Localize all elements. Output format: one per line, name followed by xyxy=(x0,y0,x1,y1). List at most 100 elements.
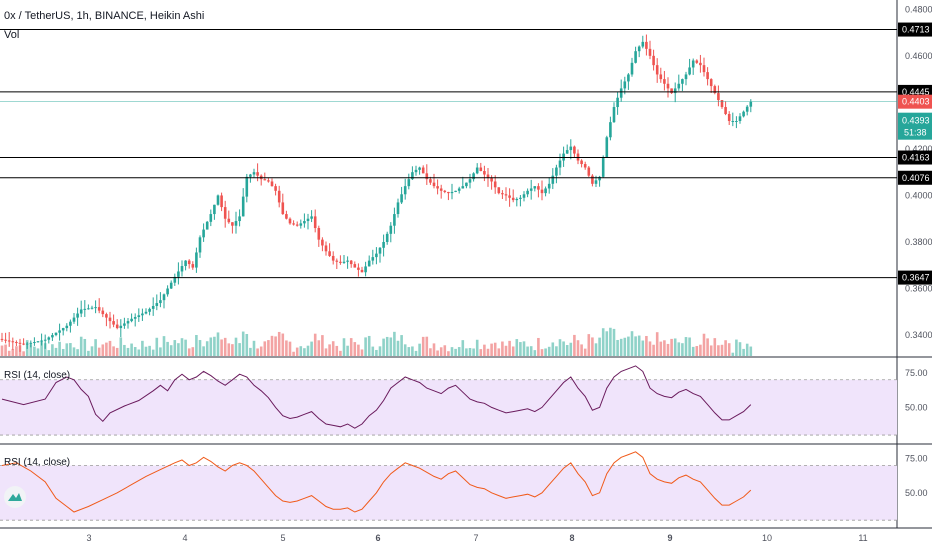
volume-bar xyxy=(663,340,666,356)
candle-body xyxy=(173,276,177,283)
candle-body xyxy=(238,216,241,222)
volume-bar xyxy=(465,348,468,356)
volume-bar xyxy=(209,337,213,356)
candle-body xyxy=(11,341,15,343)
candle-body xyxy=(673,88,677,94)
candle-body xyxy=(234,221,238,226)
volume-bar xyxy=(699,344,702,356)
candle-body xyxy=(231,222,234,226)
candle-body xyxy=(15,342,18,344)
time-tick-label: 3 xyxy=(86,533,91,543)
candle-body xyxy=(324,245,328,252)
candle-body xyxy=(205,221,209,230)
candle-body xyxy=(349,260,353,265)
candle-body xyxy=(565,150,569,154)
tradingview-logo-icon[interactable] xyxy=(4,486,26,508)
volume-bar xyxy=(601,328,605,356)
volume-bar xyxy=(450,347,454,356)
volume-bar xyxy=(105,342,108,356)
rsi-label-1: RSI (14, close) xyxy=(4,370,71,381)
candle-body xyxy=(144,311,148,314)
candle-body xyxy=(461,186,465,189)
volume-bar xyxy=(123,344,126,356)
candle-body xyxy=(299,223,303,226)
volume-bar xyxy=(213,336,216,356)
volume-bar xyxy=(429,348,432,356)
candle-body xyxy=(339,261,342,263)
level-badge xyxy=(898,270,932,285)
volume-bar xyxy=(493,342,497,356)
volume-bar xyxy=(231,344,234,356)
volume-bar xyxy=(537,337,540,356)
candle-body xyxy=(303,221,306,224)
time-tick-label: 9 xyxy=(667,533,672,543)
candle-body xyxy=(263,179,267,181)
candle-body xyxy=(367,260,371,267)
candle-body xyxy=(630,62,634,75)
level-label: 0.3647 xyxy=(902,273,930,283)
volume-bar xyxy=(198,340,202,356)
volume-bar xyxy=(598,337,601,356)
volume-bar xyxy=(227,343,231,356)
volume-bar xyxy=(61,348,65,356)
candle-body xyxy=(94,307,97,309)
volume-bar xyxy=(393,331,396,356)
volume-bar xyxy=(335,345,339,356)
candle-body xyxy=(691,60,695,68)
volume-bar xyxy=(724,340,727,356)
volume-bar xyxy=(702,333,706,356)
time-tick-label: 8 xyxy=(569,533,574,543)
volume-bar xyxy=(591,337,594,356)
candle-body xyxy=(119,325,123,329)
candle-body xyxy=(501,193,504,195)
volume-bar xyxy=(169,345,173,356)
volume-bar xyxy=(371,346,375,356)
candle-body xyxy=(357,267,360,270)
candle-body xyxy=(115,324,119,329)
volume-bar xyxy=(220,339,223,356)
volume-bar xyxy=(576,340,580,356)
candle-body xyxy=(439,188,443,191)
candle-body xyxy=(18,342,22,344)
volume-bar xyxy=(605,331,609,356)
volume-bar xyxy=(490,343,493,356)
volume-bar xyxy=(151,349,155,356)
volume-bar xyxy=(267,340,270,356)
volume-bar xyxy=(400,335,403,356)
volume-bar xyxy=(4,344,7,356)
candle-body xyxy=(677,83,681,89)
price-tick-label: 0.3800 xyxy=(905,237,932,247)
prev-close-label: 0.4393 xyxy=(902,116,930,126)
candle-body xyxy=(490,178,493,182)
volume-bar xyxy=(288,341,292,356)
volume-bar xyxy=(177,343,180,356)
volume-bar xyxy=(454,348,457,356)
volume-bar xyxy=(529,346,533,356)
rsi-level-label: 50.00 xyxy=(905,402,928,412)
candle-body xyxy=(504,194,508,196)
volume-bar xyxy=(558,339,562,356)
volume-bar xyxy=(594,343,598,356)
volume-bar xyxy=(731,352,735,356)
candle-body xyxy=(47,337,51,340)
candle-body xyxy=(515,198,519,201)
volume-bar xyxy=(195,334,198,356)
candle-body xyxy=(58,330,61,333)
volume-bar xyxy=(87,350,90,356)
candle-body xyxy=(648,48,652,56)
volume-bar xyxy=(238,343,241,356)
candle-body xyxy=(353,264,357,268)
candle-body xyxy=(479,167,483,172)
candle-body xyxy=(735,120,738,122)
candle-body xyxy=(328,251,331,256)
candle-body xyxy=(396,202,400,215)
rsi-level-label: 75.00 xyxy=(905,454,928,464)
volume-bar xyxy=(173,340,177,356)
candle-body xyxy=(112,321,115,325)
volume-bar xyxy=(43,343,47,356)
volume-bar xyxy=(511,346,515,356)
volume-bar xyxy=(389,337,393,356)
volume-bar xyxy=(443,345,447,356)
